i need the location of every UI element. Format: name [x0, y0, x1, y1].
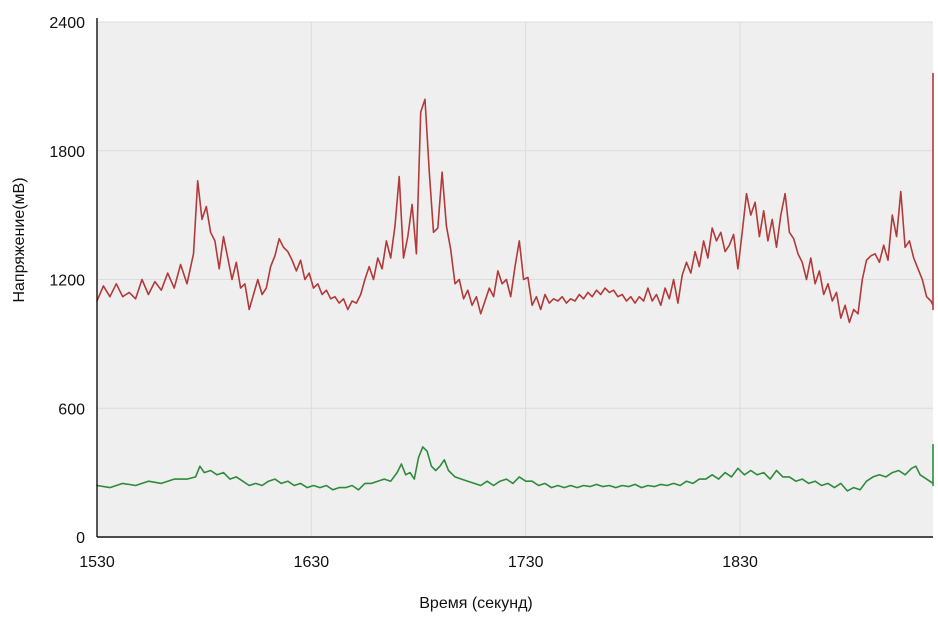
tick-labels: 0 600 1200 1800 2400 1530 1630 1730 1830 — [49, 15, 758, 571]
y-tick-label: 1200 — [49, 273, 85, 290]
y-tick-label: 600 — [58, 401, 85, 418]
y-tick-label: 1800 — [49, 144, 85, 161]
x-tick-label: 1530 — [79, 554, 115, 571]
y-tick-label: 0 — [76, 530, 85, 547]
x-axis-title: Время (секунд) — [419, 595, 532, 612]
series-line-lower — [96, 443, 934, 492]
grid — [97, 21, 933, 537]
series-group — [96, 72, 934, 492]
y-axis-title: Напряжение(мВ) — [11, 177, 28, 302]
x-tick-label: 1730 — [508, 554, 544, 571]
x-tick-label: 1830 — [722, 554, 758, 571]
y-tick-label: 2400 — [49, 15, 85, 32]
x-tick-label: 1630 — [294, 554, 330, 571]
series-line-upper — [96, 72, 934, 324]
